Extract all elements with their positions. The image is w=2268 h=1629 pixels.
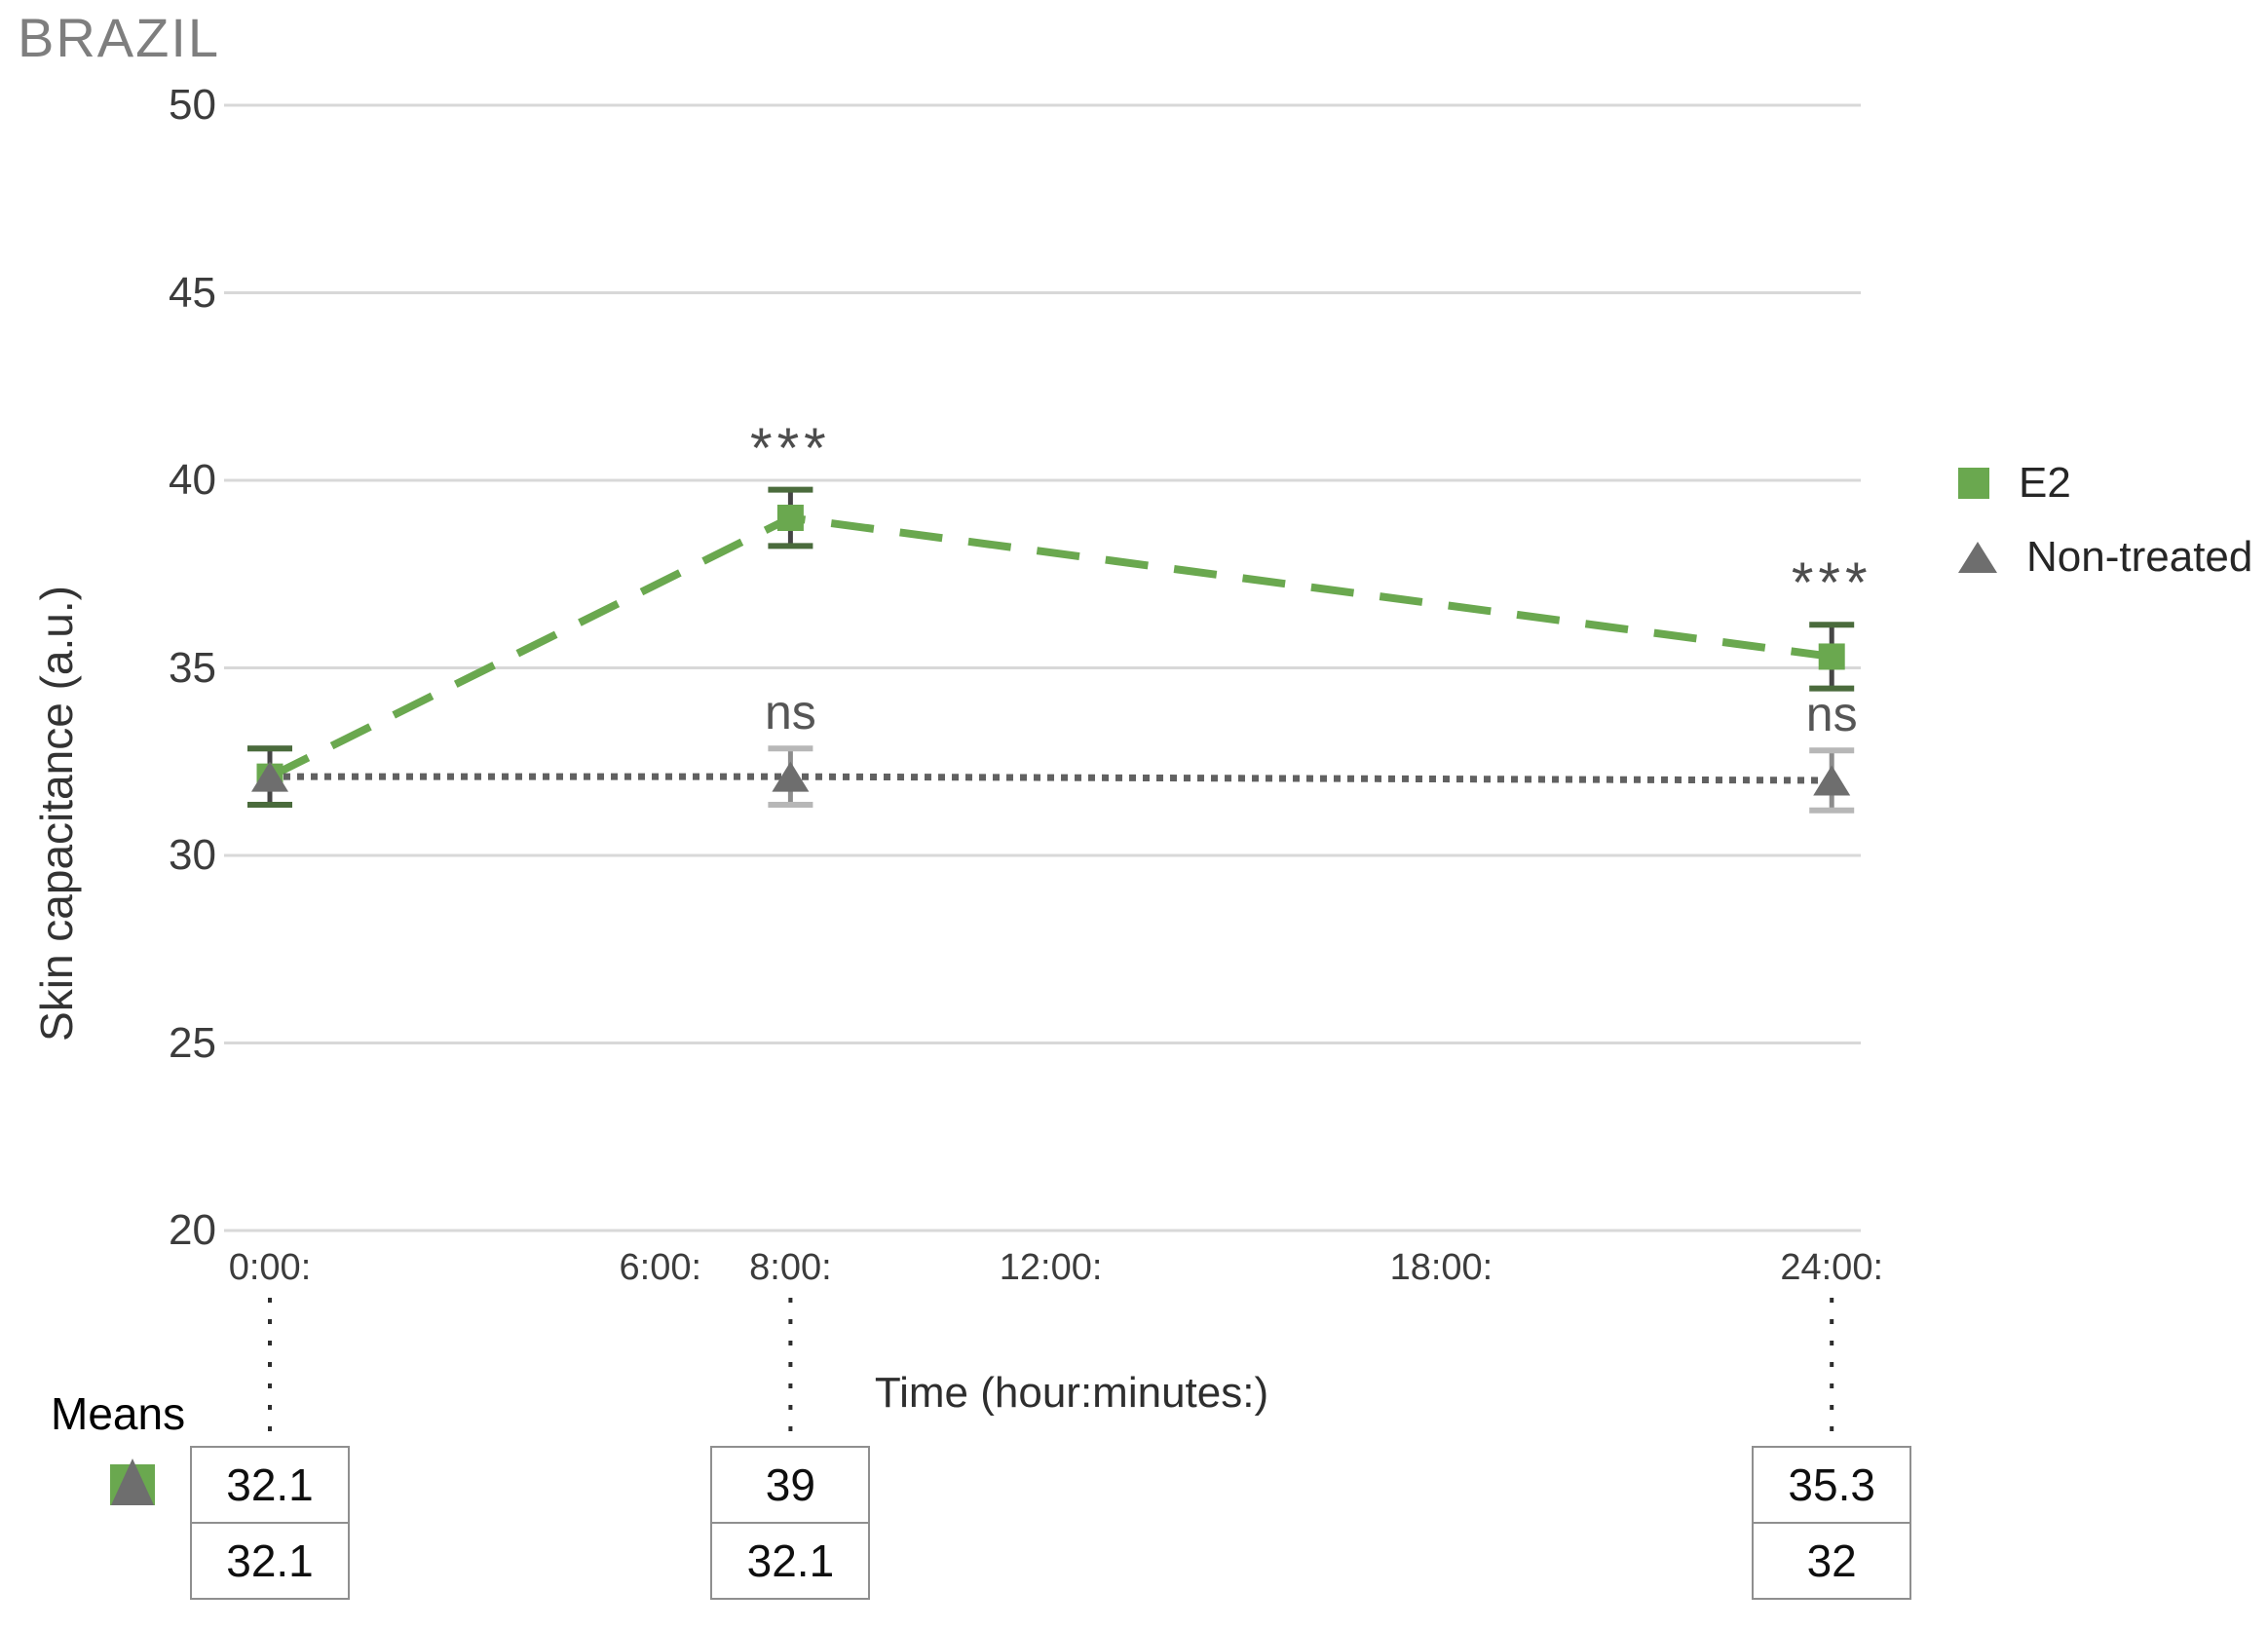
means-box-8h: 39 32.1 [710, 1446, 871, 1600]
e2-marker-8h [776, 505, 804, 531]
means-label: Means [51, 1388, 186, 1439]
means-cell-nt-0h: 32.1 [192, 1522, 348, 1598]
means-box-0h: 32.1 32.1 [190, 1446, 350, 1600]
legend-label-e2: E2 [2019, 459, 2071, 507]
y-tick-label-25: 25 [169, 1018, 216, 1067]
series-line-non-treated [270, 773, 1833, 784]
x-tick-label-18: 18:00: [1389, 1247, 1493, 1288]
x-tick-label-0: 0:00: [228, 1247, 312, 1288]
x-tick-label-24: 24:00: [1780, 1247, 1884, 1288]
y-tick-label-45: 45 [169, 268, 216, 317]
non-treated-marker-24h [1813, 765, 1851, 796]
means-cell-e2-24h: 35.3 [1788, 1459, 1875, 1510]
means-cell-e2-8h: 39 [765, 1459, 815, 1510]
non-treated-marker-8h [772, 761, 810, 792]
non-treated-triangle-icon [1958, 542, 1997, 573]
means-cell-e2-0h: 32.1 [226, 1459, 314, 1510]
y-tick-label-35: 35 [169, 643, 216, 692]
means-cell-nt-24h: 32 [1754, 1522, 1910, 1598]
non-treated-triangle-icon [111, 1459, 154, 1505]
y-tick-label-30: 30 [169, 831, 216, 879]
x-tick-label-8: 8:00: [749, 1247, 832, 1288]
sig-non-treated-8h: ns [764, 685, 816, 740]
means-cell-nt-8h: 32.1 [712, 1522, 869, 1598]
means-box-24h: 35.3 32 [1752, 1446, 1912, 1600]
e2-square-icon [1958, 468, 1989, 499]
x-tick-label-12: 12:00: [999, 1247, 1103, 1288]
legend-item-e2: E2 [1958, 456, 2252, 511]
non-treated-marker-0h [251, 761, 288, 792]
legend: E2 Non-treated [1958, 456, 2252, 604]
series-line-e2 [268, 513, 1833, 780]
sig-e2-8h: *** [750, 416, 831, 480]
sig-non-treated-24h: ns [1805, 687, 1858, 742]
y-tick-label-40: 40 [169, 456, 216, 504]
x-axis-title: Time (hour:minutes:) [874, 1369, 1269, 1417]
chart-title: BRAZIL [18, 7, 221, 68]
sig-e2-24h: *** [1791, 551, 1872, 616]
legend-label-non-treated: Non-treated [2026, 533, 2253, 581]
y-tick-label-50: 50 [169, 81, 216, 129]
legend-item-non-treated: Non-treated [1958, 530, 2252, 585]
y-tick-label-20: 20 [169, 1206, 216, 1254]
e2-marker-24h [1818, 643, 1845, 670]
x-tick-label-6: 6:00: [619, 1247, 702, 1288]
means-series-icon [110, 1459, 155, 1505]
